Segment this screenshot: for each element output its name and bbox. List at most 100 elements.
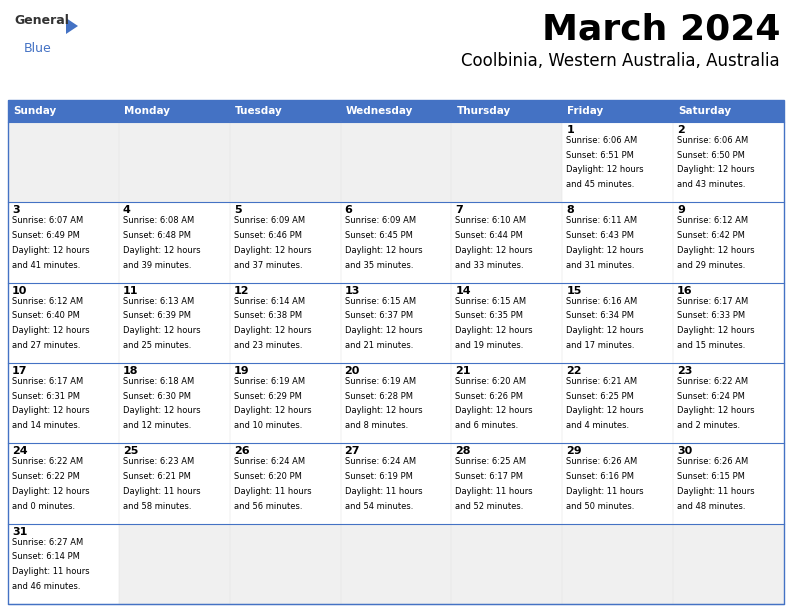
- Text: and 35 minutes.: and 35 minutes.: [345, 261, 413, 269]
- Text: 2: 2: [677, 125, 685, 135]
- Text: and 19 minutes.: and 19 minutes.: [455, 341, 524, 350]
- Text: and 12 minutes.: and 12 minutes.: [123, 421, 191, 430]
- Text: Daylight: 12 hours: Daylight: 12 hours: [234, 406, 311, 416]
- Text: and 37 minutes.: and 37 minutes.: [234, 261, 303, 269]
- Text: Sunset: 6:30 PM: Sunset: 6:30 PM: [123, 392, 191, 401]
- Text: Sunrise: 6:23 AM: Sunrise: 6:23 AM: [123, 457, 194, 466]
- Bar: [341, 122, 451, 203]
- Bar: [451, 203, 562, 283]
- Text: Sunrise: 6:19 AM: Sunrise: 6:19 AM: [234, 377, 305, 386]
- Text: Daylight: 12 hours: Daylight: 12 hours: [566, 406, 644, 416]
- Bar: [8, 100, 784, 604]
- Bar: [341, 283, 451, 363]
- Bar: [451, 283, 562, 363]
- Text: Sunset: 6:43 PM: Sunset: 6:43 PM: [566, 231, 634, 240]
- Text: Daylight: 12 hours: Daylight: 12 hours: [677, 246, 755, 255]
- Text: March 2024: March 2024: [542, 12, 780, 46]
- Text: Sunset: 6:42 PM: Sunset: 6:42 PM: [677, 231, 745, 240]
- Bar: [341, 443, 451, 524]
- Text: Daylight: 12 hours: Daylight: 12 hours: [12, 246, 89, 255]
- Text: Sunrise: 6:13 AM: Sunrise: 6:13 AM: [123, 297, 194, 305]
- Text: 26: 26: [234, 446, 249, 457]
- Text: Daylight: 12 hours: Daylight: 12 hours: [677, 165, 755, 174]
- Text: Daylight: 11 hours: Daylight: 11 hours: [566, 487, 644, 496]
- Text: Sunrise: 6:14 AM: Sunrise: 6:14 AM: [234, 297, 305, 305]
- Bar: [562, 100, 673, 122]
- Text: Sunrise: 6:26 AM: Sunrise: 6:26 AM: [566, 457, 638, 466]
- Text: 23: 23: [677, 366, 692, 376]
- Bar: [119, 203, 230, 283]
- Text: 24: 24: [12, 446, 28, 457]
- Text: Sunrise: 6:09 AM: Sunrise: 6:09 AM: [345, 216, 416, 225]
- Text: Sunset: 6:35 PM: Sunset: 6:35 PM: [455, 312, 524, 321]
- Text: and 54 minutes.: and 54 minutes.: [345, 502, 413, 510]
- Bar: [119, 100, 230, 122]
- Text: Sunset: 6:26 PM: Sunset: 6:26 PM: [455, 392, 524, 401]
- Text: and 48 minutes.: and 48 minutes.: [677, 502, 745, 510]
- Bar: [451, 363, 562, 443]
- Text: 13: 13: [345, 286, 360, 296]
- Text: Sunset: 6:38 PM: Sunset: 6:38 PM: [234, 312, 302, 321]
- Bar: [562, 363, 673, 443]
- Text: and 2 minutes.: and 2 minutes.: [677, 421, 741, 430]
- Bar: [119, 283, 230, 363]
- Text: Sunrise: 6:09 AM: Sunrise: 6:09 AM: [234, 216, 305, 225]
- Text: and 39 minutes.: and 39 minutes.: [123, 261, 192, 269]
- Text: 30: 30: [677, 446, 692, 457]
- Text: Sunset: 6:51 PM: Sunset: 6:51 PM: [566, 151, 634, 160]
- Text: Sunrise: 6:12 AM: Sunrise: 6:12 AM: [12, 297, 83, 305]
- Text: Sunrise: 6:21 AM: Sunrise: 6:21 AM: [566, 377, 638, 386]
- Text: Daylight: 12 hours: Daylight: 12 hours: [123, 326, 200, 335]
- Text: Sunrise: 6:18 AM: Sunrise: 6:18 AM: [123, 377, 194, 386]
- Text: and 0 minutes.: and 0 minutes.: [12, 502, 75, 510]
- Bar: [562, 283, 673, 363]
- Text: Wednesday: Wednesday: [345, 106, 413, 116]
- Text: Daylight: 12 hours: Daylight: 12 hours: [234, 246, 311, 255]
- Text: Sunrise: 6:25 AM: Sunrise: 6:25 AM: [455, 457, 527, 466]
- Text: 18: 18: [123, 366, 139, 376]
- Text: Tuesday: Tuesday: [234, 106, 283, 116]
- Bar: [673, 443, 784, 524]
- Bar: [8, 443, 119, 524]
- Text: and 29 minutes.: and 29 minutes.: [677, 261, 745, 269]
- Text: Thursday: Thursday: [456, 106, 511, 116]
- Text: Sunset: 6:50 PM: Sunset: 6:50 PM: [677, 151, 745, 160]
- Text: Daylight: 12 hours: Daylight: 12 hours: [12, 326, 89, 335]
- Text: Daylight: 11 hours: Daylight: 11 hours: [123, 487, 200, 496]
- Text: Sunset: 6:16 PM: Sunset: 6:16 PM: [566, 472, 634, 481]
- Text: Daylight: 11 hours: Daylight: 11 hours: [455, 487, 533, 496]
- Text: Sunrise: 6:24 AM: Sunrise: 6:24 AM: [345, 457, 416, 466]
- Bar: [8, 524, 784, 604]
- Text: Saturday: Saturday: [678, 106, 731, 116]
- Bar: [562, 524, 673, 604]
- Text: and 27 minutes.: and 27 minutes.: [12, 341, 81, 350]
- Text: and 4 minutes.: and 4 minutes.: [566, 421, 630, 430]
- Text: and 21 minutes.: and 21 minutes.: [345, 341, 413, 350]
- Text: Sunset: 6:15 PM: Sunset: 6:15 PM: [677, 472, 745, 481]
- Text: Sunrise: 6:22 AM: Sunrise: 6:22 AM: [677, 377, 748, 386]
- Polygon shape: [66, 18, 78, 34]
- Bar: [451, 100, 562, 122]
- Text: and 33 minutes.: and 33 minutes.: [455, 261, 524, 269]
- Text: and 56 minutes.: and 56 minutes.: [234, 502, 303, 510]
- Text: Daylight: 12 hours: Daylight: 12 hours: [345, 246, 422, 255]
- Bar: [230, 363, 341, 443]
- Text: Daylight: 12 hours: Daylight: 12 hours: [123, 406, 200, 416]
- Text: Sunrise: 6:15 AM: Sunrise: 6:15 AM: [455, 297, 527, 305]
- Text: 11: 11: [123, 286, 139, 296]
- Text: 16: 16: [677, 286, 693, 296]
- Text: 4: 4: [123, 206, 131, 215]
- Bar: [673, 100, 784, 122]
- Text: Sunset: 6:25 PM: Sunset: 6:25 PM: [566, 392, 634, 401]
- Text: Sunset: 6:45 PM: Sunset: 6:45 PM: [345, 231, 413, 240]
- Text: 31: 31: [12, 527, 28, 537]
- Text: and 50 minutes.: and 50 minutes.: [566, 502, 634, 510]
- Bar: [341, 100, 451, 122]
- Text: and 41 minutes.: and 41 minutes.: [12, 261, 80, 269]
- Text: Sunrise: 6:12 AM: Sunrise: 6:12 AM: [677, 216, 748, 225]
- Text: Sunset: 6:39 PM: Sunset: 6:39 PM: [123, 312, 191, 321]
- Text: 15: 15: [566, 286, 581, 296]
- Text: Sunrise: 6:07 AM: Sunrise: 6:07 AM: [12, 216, 83, 225]
- Bar: [230, 122, 341, 203]
- Text: Daylight: 12 hours: Daylight: 12 hours: [566, 246, 644, 255]
